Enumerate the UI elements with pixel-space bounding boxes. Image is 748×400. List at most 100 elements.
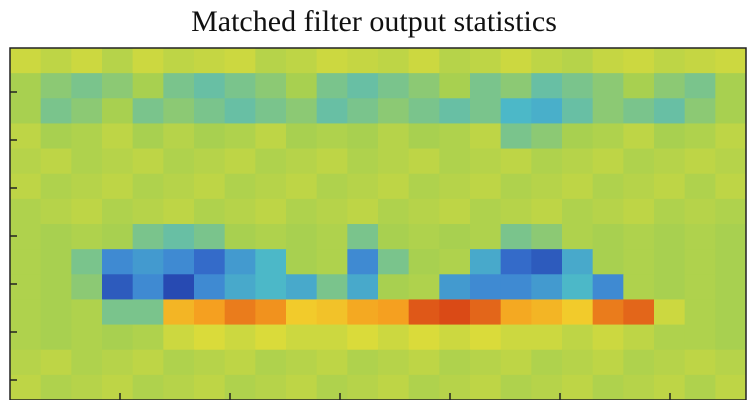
heatmap-cell [654,149,685,175]
heatmap-cell [225,48,256,74]
heatmap-cell [347,98,378,124]
heatmap-cell [347,299,378,325]
heatmap-cell [531,375,562,400]
heatmap-cell [41,350,72,376]
heatmap-cell [715,274,746,300]
heatmap-cell [225,98,256,124]
heatmap-cell [194,149,225,175]
heatmap-cell [378,149,409,175]
heatmap-cell [286,350,317,376]
heatmap-cell [531,174,562,200]
heatmap-cell [133,350,164,376]
heatmap-cell [685,149,716,175]
heatmap-cell [378,249,409,275]
heatmap-cell [378,325,409,351]
heatmap-cell [41,375,72,400]
heatmap-cell [102,325,133,351]
heatmap-cell [10,350,41,376]
heatmap-cell [623,48,654,74]
heatmap-cell [225,249,256,275]
heatmap-cell [10,224,41,250]
heatmap-cell [10,199,41,225]
heatmap-cell [286,48,317,74]
heatmap-cell [163,174,194,200]
heatmap-cell [531,325,562,351]
heatmap-cell [347,375,378,400]
heatmap-cell [102,274,133,300]
heatmap-cell [41,199,72,225]
chart-title: Matched filter output statistics [191,5,557,38]
heatmap-cell [194,48,225,74]
heatmap-cell [501,375,532,400]
heatmap-cell [654,274,685,300]
heatmap-cell [685,174,716,200]
heatmap-cell [194,73,225,99]
heatmap-cell [225,299,256,325]
heatmap-cell [654,299,685,325]
heatmap-cell [439,98,470,124]
heatmap-cell [562,123,593,149]
heatmap-cell [194,325,225,351]
heatmap-cell [501,299,532,325]
heatmap-cell [41,48,72,74]
heatmap-cell [593,174,624,200]
heatmap-cell [470,350,501,376]
heatmap-cell [102,224,133,250]
heatmap-cell [685,224,716,250]
heatmap-cell [501,174,532,200]
heatmap-cell [225,149,256,175]
heatmap-cell [531,123,562,149]
heatmap-cell [409,350,440,376]
heatmap-cell [685,375,716,400]
heatmap-cell [439,274,470,300]
heatmap-cell [255,149,286,175]
heatmap-cell [71,98,102,124]
heatmap-cell [255,274,286,300]
heatmap-cell [102,73,133,99]
heatmap-cell [317,249,348,275]
heatmap [10,48,747,400]
heatmap-cell [255,123,286,149]
heatmap-cell [194,350,225,376]
heatmap-cell [194,375,225,400]
heatmap-cell [133,274,164,300]
heatmap-cell [409,73,440,99]
heatmap-cell [194,174,225,200]
heatmap-cell [439,224,470,250]
heatmap-cell [378,98,409,124]
heatmap-cell [623,199,654,225]
heatmap-cell [194,199,225,225]
heatmap-cell [163,325,194,351]
heatmap-cell [194,98,225,124]
heatmap-cell [685,325,716,351]
heatmap-cell [593,123,624,149]
heatmap-cell [715,249,746,275]
heatmap-cell [286,98,317,124]
heatmap-cell [194,224,225,250]
heatmap-cell [715,98,746,124]
heatmap-cell [347,199,378,225]
heatmap-cell [562,325,593,351]
heatmap-cell [71,123,102,149]
heatmap-cell [654,249,685,275]
heatmap-cell [71,350,102,376]
heatmap-cell [286,73,317,99]
heatmap-cell [133,299,164,325]
heatmap-cell [102,249,133,275]
heatmap-cell [501,224,532,250]
heatmap-cell [10,375,41,400]
heatmap-cell [562,48,593,74]
heatmap-cell [654,98,685,124]
heatmap-cell [71,149,102,175]
heatmap-cell [531,299,562,325]
heatmap-cell [255,199,286,225]
heatmap-cell [439,48,470,74]
heatmap-cell [470,123,501,149]
heatmap-cell [255,174,286,200]
heatmap-cell [133,224,164,250]
heatmap-cell [10,123,41,149]
heatmap-cell [439,199,470,225]
heatmap-cell [102,199,133,225]
heatmap-cell [163,73,194,99]
heatmap-cell [317,299,348,325]
